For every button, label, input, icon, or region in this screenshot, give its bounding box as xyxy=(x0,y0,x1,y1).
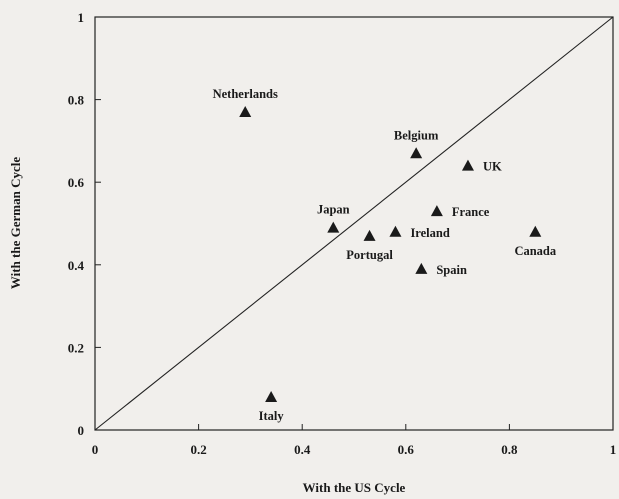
point-label-netherlands: Netherlands xyxy=(213,87,278,101)
point-label-ireland: Ireland xyxy=(410,226,449,240)
x-tick-label: 0.4 xyxy=(294,442,311,457)
y-tick-label: 0.4 xyxy=(68,258,85,273)
point-marker-spain xyxy=(415,262,428,274)
y-axis-title: With the German Cycle xyxy=(8,157,23,289)
point-label-portugal: Portugal xyxy=(346,248,393,262)
x-axis-ticks: 0 0.2 0.4 0.6 0.8 1 xyxy=(92,424,617,457)
x-tick-label: 0.8 xyxy=(501,442,518,457)
y-tick-label: 0.2 xyxy=(68,340,84,355)
y-tick-label: 1 xyxy=(78,10,85,25)
point-marker-japan xyxy=(327,221,340,233)
plot-frame xyxy=(94,16,614,431)
point-marker-portugal xyxy=(363,229,376,241)
point-marker-belgium xyxy=(410,147,423,159)
point-label-belgium: Belgium xyxy=(394,128,439,142)
point-marker-ireland xyxy=(389,225,402,237)
point-label-france: France xyxy=(452,205,490,219)
point-label-italy: Italy xyxy=(259,409,285,423)
y-axis-ticks: 0 0.2 0.4 0.6 0.8 1 xyxy=(68,10,101,438)
diagonal-line xyxy=(94,16,614,431)
x-tick-label: 0.6 xyxy=(398,442,415,457)
y-tick-label: 0.8 xyxy=(68,93,85,108)
point-label-canada: Canada xyxy=(514,244,556,258)
x-axis-title: With the US Cycle xyxy=(303,480,406,495)
point-marker-uk xyxy=(461,159,474,171)
point-label-uk: UK xyxy=(483,160,502,174)
y-tick-label: 0 xyxy=(78,423,85,438)
point-marker-netherlands xyxy=(239,105,252,117)
x-tick-label: 0.2 xyxy=(190,442,206,457)
point-marker-france xyxy=(430,205,443,217)
x-tick-label: 1 xyxy=(610,442,617,457)
y-tick-label: 0.6 xyxy=(68,175,85,190)
x-tick-label: 0 xyxy=(92,442,99,457)
point-label-spain: Spain xyxy=(436,263,467,277)
point-label-japan: Japan xyxy=(317,203,350,217)
data-points: Netherlands Belgium UK France Japan Portugal I… xyxy=(213,87,557,423)
point-marker-italy xyxy=(265,390,278,402)
point-marker-canada xyxy=(529,225,542,237)
